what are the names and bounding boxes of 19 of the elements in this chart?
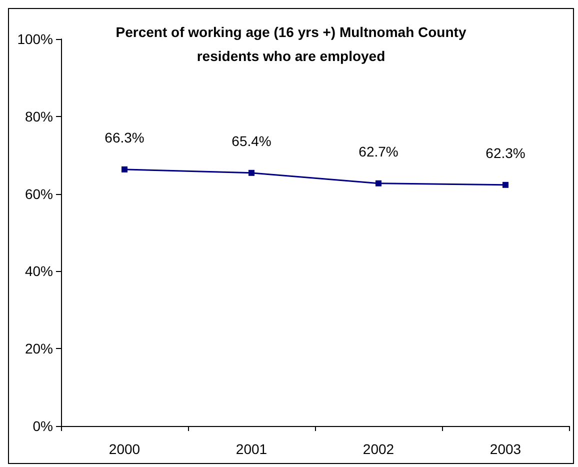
y-tick-label: 20% (24, 340, 53, 357)
data-label: 62.3% (486, 144, 526, 161)
point (502, 182, 508, 188)
data-label: 62.7% (358, 143, 398, 160)
x-tick-label: 2001 (236, 441, 268, 457)
y-tick-label: 0% (32, 418, 53, 434)
point (376, 180, 382, 186)
chart-title: Percent of working age (16 yrs +) Multnomah County residents who are employed (116, 24, 466, 64)
data-label: 65.4% (232, 132, 272, 149)
y-tick-label: 100% (17, 31, 53, 47)
y-tick-label: 60% (24, 186, 53, 202)
x-tick-label: 2002 (362, 441, 394, 457)
data-label: 66.3% (104, 129, 144, 146)
point (248, 170, 254, 176)
y-tick-label: 80% (24, 108, 53, 124)
x-tick-label: 2000 (108, 441, 140, 457)
y-tick-label: 40% (24, 263, 53, 280)
x-tick-label: 2003 (490, 441, 522, 457)
point (122, 166, 128, 172)
